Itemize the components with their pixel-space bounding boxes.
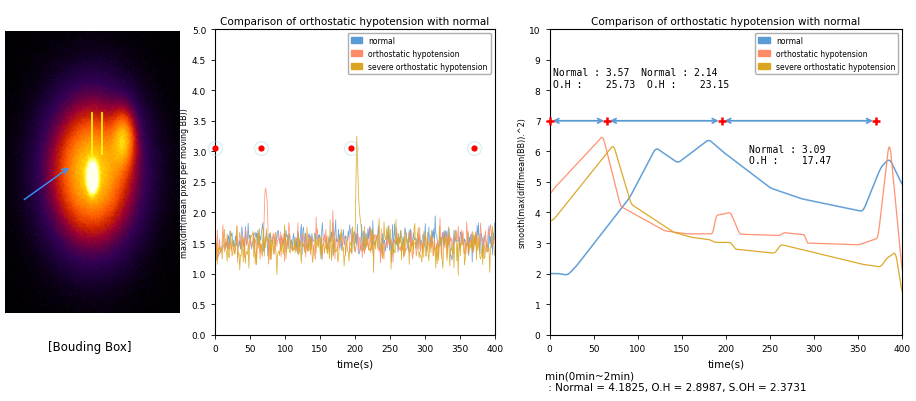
X-axis label: time(s): time(s) <box>707 358 745 369</box>
Legend: normal, orthostatic hypotension, severe orthostatic hypotension: normal, orthostatic hypotension, severe … <box>756 34 899 75</box>
Text: min(0min~2min)
 : Normal = 4.1825, O.H = 2.8987, S.OH = 2.3731: min(0min~2min) : Normal = 4.1825, O.H = … <box>545 371 806 393</box>
Text: Normal : 3.57  Normal : 2.14
O.H :    25.73  O.H :    23.15: Normal : 3.57 Normal : 2.14 O.H : 25.73 … <box>553 68 729 90</box>
Title: Comparison of orthostatic hypotension with normal: Comparison of orthostatic hypotension wi… <box>592 16 860 26</box>
Y-axis label: max(diff(mean pixel per moving BB)): max(diff(mean pixel per moving BB)) <box>180 108 189 257</box>
Legend: normal, orthostatic hypotension, severe orthostatic hypotension: normal, orthostatic hypotension, severe … <box>348 34 491 75</box>
X-axis label: time(s): time(s) <box>336 358 374 369</box>
Text: Normal : 3.09
O.H :    17.47: Normal : 3.09 O.H : 17.47 <box>749 144 831 166</box>
Text: [Bouding Box]: [Bouding Box] <box>48 340 132 353</box>
Title: Comparison of orthostatic hypotension with normal: Comparison of orthostatic hypotension wi… <box>221 16 489 26</box>
Y-axis label: smooth(max(diff(mean(BB)).^2): smooth(max(diff(mean(BB)).^2) <box>518 117 527 248</box>
